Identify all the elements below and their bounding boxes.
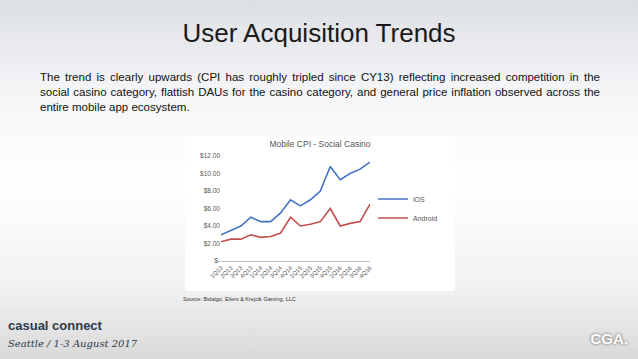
svg-text:1Q13: 1Q13 [209,264,224,279]
svg-text:1Q16: 1Q16 [328,264,343,279]
html-text:Seattle / 1-3 August 2017: Seattle / 1-3 August 2017 [8,338,138,349]
html-text:CGA.: CGA. [590,330,628,347]
html-text:casual connect: casual connect [8,318,102,333]
svg-text:Android: Android [413,215,437,222]
svg-text:$4.00: $4.00 [204,222,221,229]
svg-text:iOS: iOS [413,196,425,203]
svg-text:3Q16: 3Q16 [348,264,363,279]
svg-text:1Q14: 1Q14 [249,264,264,279]
html-text:User Acquisition Trends: User Acquisition Trends [182,18,456,48]
svg-text:2Q14: 2Q14 [259,264,274,279]
svg-text:1Q15: 1Q15 [289,264,304,279]
svg-text:$8.00: $8.00 [204,187,221,194]
svg-text:$-: $- [214,257,220,264]
html-text:The trend is clearly upwards (: The trend is clearly upwards (CPI has ro… [40,71,600,113]
svg-text:$6.00: $6.00 [204,205,221,212]
svg-text:2Q16: 2Q16 [338,264,353,279]
svg-text:$12.00: $12.00 [200,152,220,159]
svg-text:3Q15: 3Q15 [309,264,324,279]
svg-text:$2.00: $2.00 [204,240,221,247]
svg-text:4Q13: 4Q13 [239,264,254,279]
svg-text:3Q13: 3Q13 [229,264,244,279]
svg-text:$10.00: $10.00 [200,170,220,177]
html-text:Source: Bidalgo, Eilers & Krej: Source: Bidalgo, Eilers & Krejcik Gaming… [183,296,296,302]
svg-text:2Q13: 2Q13 [219,264,234,279]
svg-text:3Q14: 3Q14 [269,264,284,279]
svg-text:4Q14: 4Q14 [279,264,294,279]
svg-text:2Q15: 2Q15 [299,264,314,279]
svg-text:4Q16: 4Q16 [358,264,373,279]
svg-text:4Q15: 4Q15 [318,264,333,279]
svg-text:Mobile CPI - Social Casino: Mobile CPI - Social Casino [269,139,370,149]
